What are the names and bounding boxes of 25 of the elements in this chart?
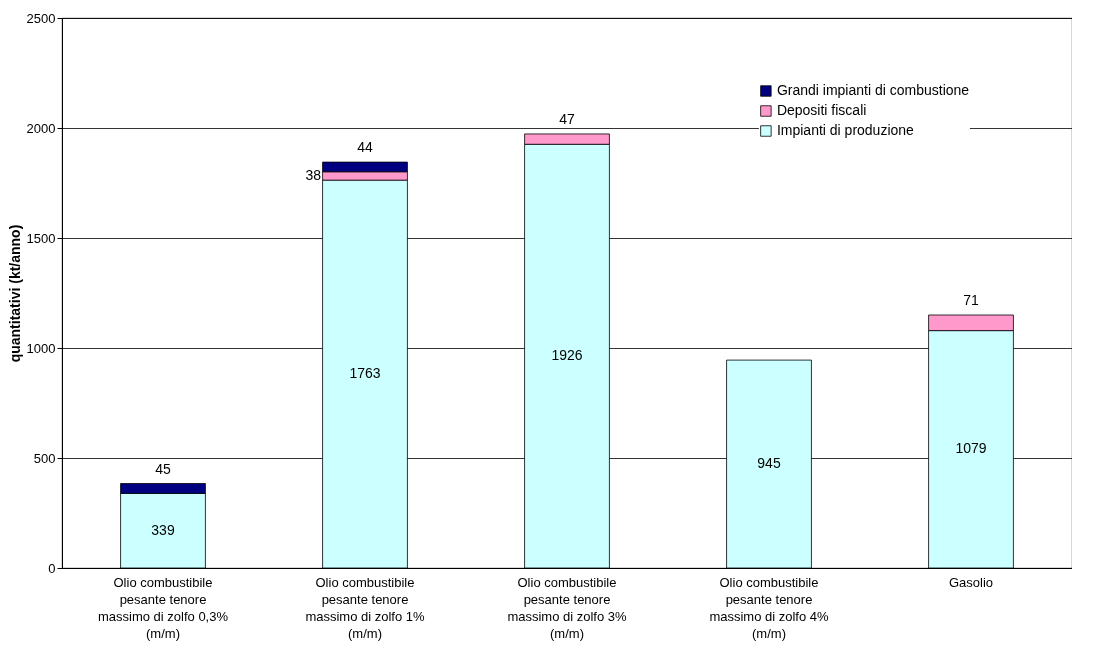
data-label: 1926 bbox=[551, 347, 583, 364]
y-tick-label: 2500 bbox=[26, 10, 56, 26]
x-tick-label: Olio combustibile pesante tenore massimo di zolfo 1% (m/m) bbox=[305, 574, 426, 641]
data-label: 1763 bbox=[349, 365, 381, 382]
data-label: 945 bbox=[757, 455, 781, 472]
data-label: 47 bbox=[559, 110, 575, 127]
data-label: 44 bbox=[357, 139, 373, 156]
data-label: 339 bbox=[151, 521, 175, 538]
x-tick-label: Olio combustibile pesante tenore massimo di zolfo 3% (m/m) bbox=[507, 574, 628, 641]
data-label: 71 bbox=[963, 292, 979, 308]
y-tick-label: 2000 bbox=[26, 120, 56, 136]
x-tick-label: Olio combustibile pesante tenore massimo di zolfo 0,3% (m/m) bbox=[97, 574, 229, 641]
legend-label: Grandi impianti di combustione bbox=[776, 82, 970, 98]
data-label: 1079 bbox=[955, 440, 987, 457]
legend-label: Depositi fiscali bbox=[776, 102, 867, 118]
data-label: 38 bbox=[305, 166, 322, 183]
y-tick-label: 1000 bbox=[26, 340, 56, 356]
y-tick-label: 500 bbox=[33, 450, 56, 466]
y-axis-title: quantitativi (kt/anno) bbox=[6, 224, 23, 363]
x-tick-label: Olio combustibile pesante tenore massimo di zolfo 4% (m/m) bbox=[709, 574, 830, 641]
y-tick-label: 1500 bbox=[26, 230, 56, 246]
y-tick-label: 0 bbox=[48, 560, 56, 576]
legend-label: Impianti di produzione bbox=[776, 122, 915, 138]
x-tick-label: Gasolio bbox=[948, 574, 994, 590]
data-label: 45 bbox=[155, 460, 171, 477]
